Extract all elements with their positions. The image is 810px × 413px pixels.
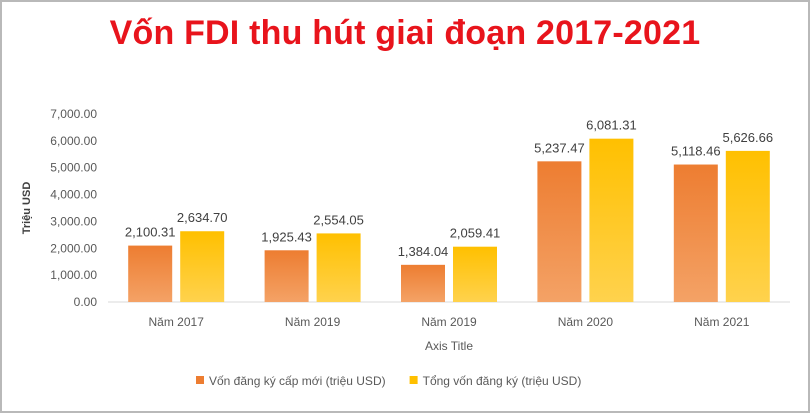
data-label: 2,634.70 bbox=[177, 210, 228, 225]
data-label: 2,554.05 bbox=[313, 212, 364, 227]
data-label: 2,100.31 bbox=[125, 225, 176, 240]
bar-new-registered bbox=[128, 245, 173, 302]
bar-new-registered bbox=[673, 164, 718, 302]
y-tick-label: 6,000.00 bbox=[50, 134, 97, 148]
legend-swatch bbox=[409, 376, 418, 384]
legend-entry: Vốn đăng ký cấp mới (triệu USD) bbox=[209, 374, 386, 388]
y-tick-label: 5,000.00 bbox=[50, 161, 97, 175]
bar-new-registered bbox=[401, 264, 445, 302]
bar-total-registered bbox=[725, 150, 770, 302]
bar-total-registered bbox=[453, 246, 497, 302]
x-tick-label: Năm 2017 bbox=[149, 315, 205, 329]
legend-entry: Tổng vốn đăng ký (triệu USD) bbox=[423, 374, 582, 388]
data-label: 5,626.66 bbox=[722, 130, 773, 145]
bar-new-registered bbox=[537, 161, 582, 302]
x-axis-title: Axis Title bbox=[425, 339, 473, 353]
y-tick-label: 4,000.00 bbox=[50, 188, 97, 202]
x-tick-label: Năm 2019 bbox=[421, 315, 477, 329]
x-tick-label: Năm 2021 bbox=[694, 315, 750, 329]
x-tick-label: Năm 2019 bbox=[285, 315, 341, 329]
y-tick-label: 1,000.00 bbox=[50, 268, 97, 282]
y-tick-label: 3,000.00 bbox=[50, 214, 97, 228]
data-label: 5,237.47 bbox=[534, 140, 585, 155]
data-label: 1,384.04 bbox=[398, 244, 449, 259]
x-tick-label: Năm 2020 bbox=[558, 315, 614, 329]
data-label: 5,118.46 bbox=[671, 144, 721, 159]
legend-swatch bbox=[196, 376, 204, 384]
y-axis-label: Triệu USD bbox=[21, 182, 33, 235]
bar-new-registered bbox=[264, 250, 309, 302]
y-tick-label: 7,000.00 bbox=[50, 107, 97, 121]
y-tick-label: 0.00 bbox=[74, 295, 98, 309]
bar-total-registered bbox=[180, 231, 225, 302]
data-label: 1,925.43 bbox=[261, 229, 312, 244]
bar-total-registered bbox=[316, 233, 361, 302]
plot-area: 0.00 1,000.00 2,000.00 3,000.00 4,000.00 5,00… bbox=[21, 107, 790, 388]
data-label: 2,059.41 bbox=[450, 226, 501, 241]
y-tick-label: 2,000.00 bbox=[50, 241, 97, 255]
bar-total-registered bbox=[589, 138, 634, 302]
chart-title: Vốn FDI thu hút giai đoạn 2017-2021 bbox=[109, 14, 701, 52]
data-label: 6,081.31 bbox=[586, 118, 637, 133]
